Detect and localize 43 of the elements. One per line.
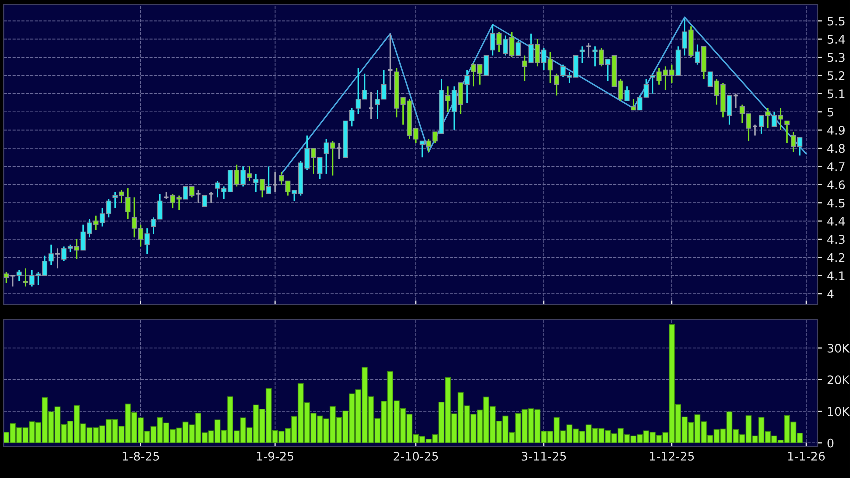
y-tick-label: 4 xyxy=(828,290,834,299)
x-tick-label: 2-10-25 xyxy=(394,452,438,461)
y-tick-label: 0 xyxy=(828,438,834,448)
x-tick-label: 1-8-25 xyxy=(122,452,160,461)
y-tick-label: 5.2 xyxy=(828,71,845,80)
candlestick xyxy=(336,142,342,160)
candlestick xyxy=(202,195,208,208)
y-tick-label: 4.8 xyxy=(828,144,845,154)
y-tick-label: 20K xyxy=(828,376,850,385)
x-tick-label: 3-11-25 xyxy=(522,452,566,461)
candlestick xyxy=(580,46,586,64)
candlestick xyxy=(272,171,278,193)
candlestick xyxy=(195,190,202,204)
candlestick xyxy=(16,270,22,282)
x-tick-label: 1-9-25 xyxy=(257,452,294,461)
y-tick-label: 5.3 xyxy=(828,53,845,62)
y-tick-label: 4.3 xyxy=(828,235,845,244)
x-tick-label: 1-12-25 xyxy=(650,452,694,461)
candlestick xyxy=(368,91,374,120)
line-series xyxy=(281,16,808,175)
candlestick xyxy=(752,124,758,136)
y-tick-label: 4.2 xyxy=(828,253,845,262)
y-tick-label: 4.4 xyxy=(828,217,846,226)
y-tick-label: 4.1 xyxy=(828,272,845,280)
candlestick xyxy=(784,120,790,144)
y-tick-label: 4.7 xyxy=(828,162,845,172)
y-tick-label: 5 xyxy=(828,108,834,117)
candlestick xyxy=(586,42,592,58)
y-tick-label: 5.4 xyxy=(828,35,846,44)
candlestick xyxy=(54,248,61,270)
candlestick xyxy=(4,272,10,284)
candlestick xyxy=(732,93,740,110)
candlestick xyxy=(10,275,16,288)
candlestick xyxy=(126,188,131,220)
y-tick-label: 30K xyxy=(828,344,850,353)
y-tick-label: 4.9 xyxy=(828,126,845,135)
y-tick-label: 4.5 xyxy=(828,198,845,208)
y-tick-label: 10K xyxy=(828,407,850,416)
y-tick-label: 4.6 xyxy=(828,180,846,190)
y-tick-label: 5.1 xyxy=(828,90,845,99)
x-tick-label: 1-1-26 xyxy=(788,452,825,461)
candlestick xyxy=(208,191,214,204)
y-tick-label: 5.5 xyxy=(828,17,845,26)
